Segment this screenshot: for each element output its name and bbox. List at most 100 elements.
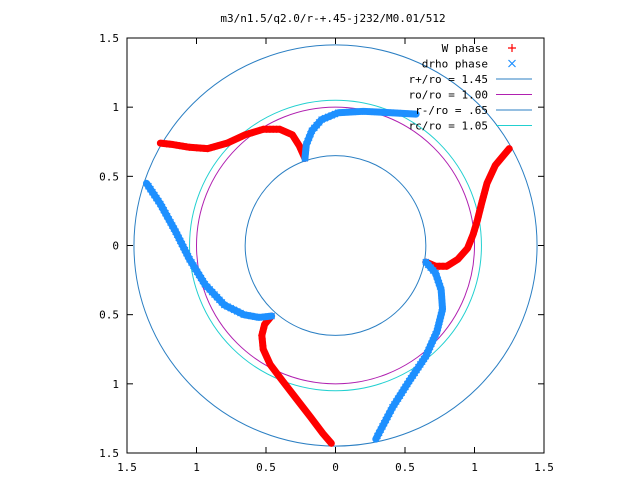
data-point [387, 407, 395, 414]
data-point [465, 241, 473, 249]
data-point [193, 268, 201, 276]
data-point [217, 141, 225, 149]
data-point [466, 237, 474, 245]
data-point [159, 139, 167, 147]
x-tick-label: 0.5 [395, 461, 415, 474]
circle-0 [133, 44, 538, 447]
circle-3 [189, 99, 482, 392]
data-point [482, 183, 490, 191]
data-point [240, 311, 248, 319]
data-point [260, 324, 268, 332]
data-point [207, 144, 215, 152]
data-point [263, 354, 271, 362]
y-tick-label: 1 [112, 101, 119, 114]
series-1-arm-2 [372, 258, 447, 443]
data-point [468, 234, 476, 242]
data-point [385, 410, 393, 418]
legend-label: r+/ro = 1.45 [409, 73, 488, 86]
data-point [481, 186, 489, 194]
data-point [145, 182, 152, 190]
chart-title: m3/n1.5/q2.0/r-+.45-j232/M0.01/512 [220, 12, 445, 25]
data-point [152, 194, 160, 202]
legend-label: r-/ro = .65 [415, 104, 488, 117]
y-tick-label: 0.5 [99, 309, 119, 322]
series-1-arm-0-trace [301, 107, 420, 162]
data-point [226, 138, 234, 146]
x-tick-label: 0 [332, 461, 339, 474]
data-point [265, 357, 273, 365]
x-tick-label: 0.5 [256, 461, 276, 474]
data-point [224, 303, 231, 311]
data-point [477, 200, 485, 208]
data-point [480, 190, 488, 198]
data-point [389, 403, 396, 411]
data-point [156, 200, 164, 208]
data-point [237, 309, 244, 317]
data-point [478, 197, 486, 205]
x-tick-label: 1.5 [117, 461, 137, 474]
data-point [259, 125, 267, 133]
axis-ticks: 1.5 1 0.5 0 0.5 1 1.51.510.500.511.5 [99, 32, 554, 474]
data-point [471, 224, 479, 232]
data-point [374, 432, 381, 440]
data-point [490, 164, 498, 172]
circle-2 [244, 155, 427, 336]
series-0-arm-0 [422, 145, 513, 270]
data-point [235, 134, 243, 142]
data-point [484, 176, 492, 184]
reference-circles [133, 44, 538, 447]
data-point [227, 304, 235, 312]
series-1 [142, 107, 447, 443]
legend-label: W phase [442, 42, 488, 55]
legend-label: drho phase [422, 58, 488, 71]
data-point [382, 416, 390, 424]
legend-label: ro/ro = 1.00 [409, 89, 488, 102]
data-point [259, 345, 267, 353]
y-tick-label: 1.5 [99, 32, 119, 45]
data-point [191, 265, 199, 273]
data-point [256, 126, 264, 134]
data-series [142, 107, 513, 447]
data-point [220, 140, 228, 148]
data-point [245, 130, 253, 138]
series-0-arm-1 [156, 125, 309, 162]
series-1-arm-2-trace [372, 258, 447, 443]
series-1-arm-1 [142, 179, 276, 321]
data-point [288, 131, 296, 139]
data-point [150, 191, 158, 199]
data-point [188, 259, 195, 266]
x-tick-label: 1 [193, 461, 200, 474]
data-point [464, 244, 472, 252]
data-point [262, 351, 270, 359]
data-point [489, 167, 497, 175]
data-point [213, 142, 221, 150]
circle-1 [196, 106, 475, 385]
x-tick-label: 1 [471, 461, 478, 474]
data-point [232, 135, 240, 143]
data-point [474, 213, 482, 221]
data-point [483, 179, 491, 187]
data-point [223, 139, 231, 147]
data-point [229, 136, 237, 144]
data-point [248, 129, 256, 137]
data-point [503, 147, 511, 155]
y-tick-label: 1 [112, 378, 119, 391]
data-point [279, 127, 287, 135]
data-point [210, 143, 218, 151]
x-tick-label: 1.5 [534, 461, 554, 474]
data-point [154, 197, 162, 205]
data-point [230, 306, 238, 314]
data-point [486, 173, 494, 181]
data-point [285, 129, 293, 137]
data-point [233, 308, 241, 315]
data-point [325, 437, 333, 445]
data-point [241, 131, 249, 139]
data-point [475, 210, 483, 218]
data-point [487, 170, 495, 178]
data-point [261, 348, 269, 356]
data-point [470, 227, 478, 235]
data-point [147, 185, 154, 193]
data-point [375, 429, 383, 437]
series-0 [156, 125, 513, 447]
